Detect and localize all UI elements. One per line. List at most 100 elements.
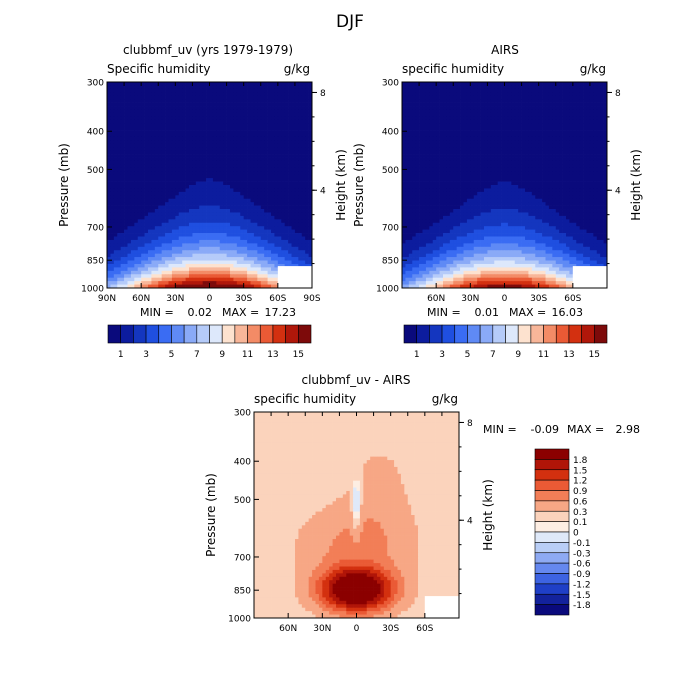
contour-cell [185,267,190,272]
contour-cell [548,130,553,134]
contour-cell [137,215,142,220]
contour-cell [566,130,570,134]
contour-cell [110,147,115,152]
contour-cell [113,212,118,217]
contour-cell [264,157,268,162]
contour-cell [124,102,128,107]
contour-cell [134,229,139,234]
contour-cell [405,106,410,110]
contour-cell [236,154,241,158]
contour-cell [158,253,163,258]
contour-cell [168,164,173,169]
contour-cell [535,143,540,148]
contour-cell [107,123,111,127]
contour-cell [298,185,303,189]
contour-cell [305,157,309,162]
contour-cell [443,95,447,100]
contour-cell [528,133,533,138]
contour-cell [301,160,306,165]
contour-cell [253,130,258,134]
contour-cell [566,109,570,114]
contour-cell [161,215,166,220]
contour-cell [542,136,546,141]
contour-cell [419,147,423,152]
contour-cell [199,181,204,186]
contour-cell [171,215,176,220]
contour-cell [490,133,495,138]
contour-cell [240,284,245,289]
contour-cell [596,147,601,152]
contour-cell [432,126,437,131]
contour-cell [456,126,461,131]
contour-cell [298,222,303,227]
contour-cell [253,257,258,261]
contour-cell [291,226,296,230]
contour-cell [412,112,417,117]
contour-cell [277,112,282,117]
contour-cell [559,88,563,93]
contour-cell [274,277,279,282]
contour-cell [107,116,111,121]
contour-cell [195,157,200,162]
contour-cell [127,157,132,162]
contour-cell [260,185,265,189]
contour-cell [264,143,268,148]
contour-cell [548,102,553,107]
contour-cell [473,85,478,90]
contour-cell [260,263,265,268]
contour-cell [247,195,251,200]
contour-cell [168,222,173,227]
contour-cell [130,236,135,241]
contour-cell [497,143,502,148]
contour-cell [134,171,139,176]
contour-cell [120,88,125,93]
contour-cell [281,92,286,97]
contour-cell [212,229,217,234]
contour-cell [463,99,468,103]
contour-cell [288,222,292,227]
contour-cell [514,123,519,127]
contour-cell [291,99,296,103]
contour-cell [223,215,227,220]
contour-cell [130,178,135,182]
contour-cell [408,106,413,110]
contour-cell [151,205,156,210]
contour-cell [219,102,224,107]
contour-cell [504,102,509,107]
contour-cell [298,119,303,124]
contour-cell [415,147,420,152]
contour-cell [117,205,122,210]
contour-cell [250,233,255,237]
contour-cell [243,82,248,86]
contour-cell [107,174,111,179]
contour-cell [209,116,214,121]
contour-cell [473,82,478,86]
contour-cell [308,99,313,103]
contour-cell [212,281,217,285]
contour-cell [569,112,574,117]
contour-cell [419,119,423,124]
contour-cell [264,233,268,237]
contour-cell [518,85,522,90]
contour-cell [243,267,248,272]
contour-cell [291,160,296,165]
contour-cell [257,106,262,110]
latitude-tick-label: 90S [303,294,320,304]
contour-cell [288,212,292,217]
contour-cell [199,219,204,224]
contour-cell [216,250,221,255]
contour-cell [158,198,163,203]
contour-cell [219,277,224,282]
contour-cell [110,257,115,261]
contour-cell [199,229,204,234]
contour-cell [240,171,245,176]
contour-cell [507,126,512,131]
contour-cell [226,88,231,93]
contour-cell [535,119,540,124]
contour-cell [243,106,248,110]
contour-cell [253,274,258,279]
contour-cell [518,92,522,97]
contour-cell [189,284,193,289]
contour-cell [559,92,563,97]
contour-cell [154,281,159,285]
